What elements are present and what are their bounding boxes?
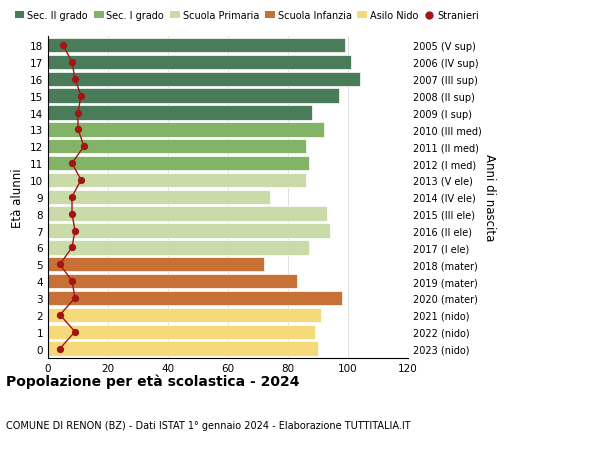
Point (79, 143, 89, 151)
Point (67, 59, 77, 67)
Bar (48, 224, 330, 238)
Bar (48, 140, 306, 154)
Bar (48, 308, 321, 322)
Bar (48, 341, 318, 356)
Point (67, 194, 77, 201)
Bar (48, 157, 309, 171)
Bar (48, 257, 264, 272)
Legend: Sec. II grado, Sec. I grado, Scuola Primaria, Scuola Infanzia, Asilo Nido, Stran: Sec. II grado, Sec. I grado, Scuola Prim… (11, 7, 482, 25)
Text: COMUNE DI RENON (BZ) - Dati ISTAT 1° gennaio 2024 - Elaborazione TUTTITALIA.IT: COMUNE DI RENON (BZ) - Dati ISTAT 1° gen… (6, 420, 410, 430)
Point (67, 244, 77, 252)
Point (76, 93, 86, 100)
Point (70, 328, 80, 336)
Text: Popolazione per età scolastica - 2024: Popolazione per età scolastica - 2024 (6, 374, 299, 389)
Y-axis label: Età alunni: Età alunni (11, 168, 25, 227)
Bar (48, 39, 345, 53)
Point (67, 160, 77, 168)
Bar (48, 207, 327, 221)
Point (73, 110, 83, 117)
Point (73, 126, 83, 134)
Point (58, 42, 68, 50)
Bar (48, 241, 309, 255)
Bar (48, 274, 297, 289)
Bar (48, 190, 270, 205)
Point (67, 211, 77, 218)
Bar (48, 123, 324, 137)
Point (67, 278, 77, 285)
Point (76, 177, 86, 184)
Point (55, 261, 65, 269)
Bar (48, 325, 315, 339)
Bar (48, 90, 339, 104)
Point (70, 76, 80, 83)
Bar (48, 106, 312, 120)
Point (70, 227, 80, 235)
Y-axis label: Anni di nascita: Anni di nascita (482, 154, 496, 241)
Point (70, 295, 80, 302)
Bar (48, 291, 342, 305)
Bar (48, 73, 360, 87)
Bar (48, 174, 306, 188)
Point (55, 312, 65, 319)
Bar (48, 56, 351, 70)
Point (55, 345, 65, 353)
